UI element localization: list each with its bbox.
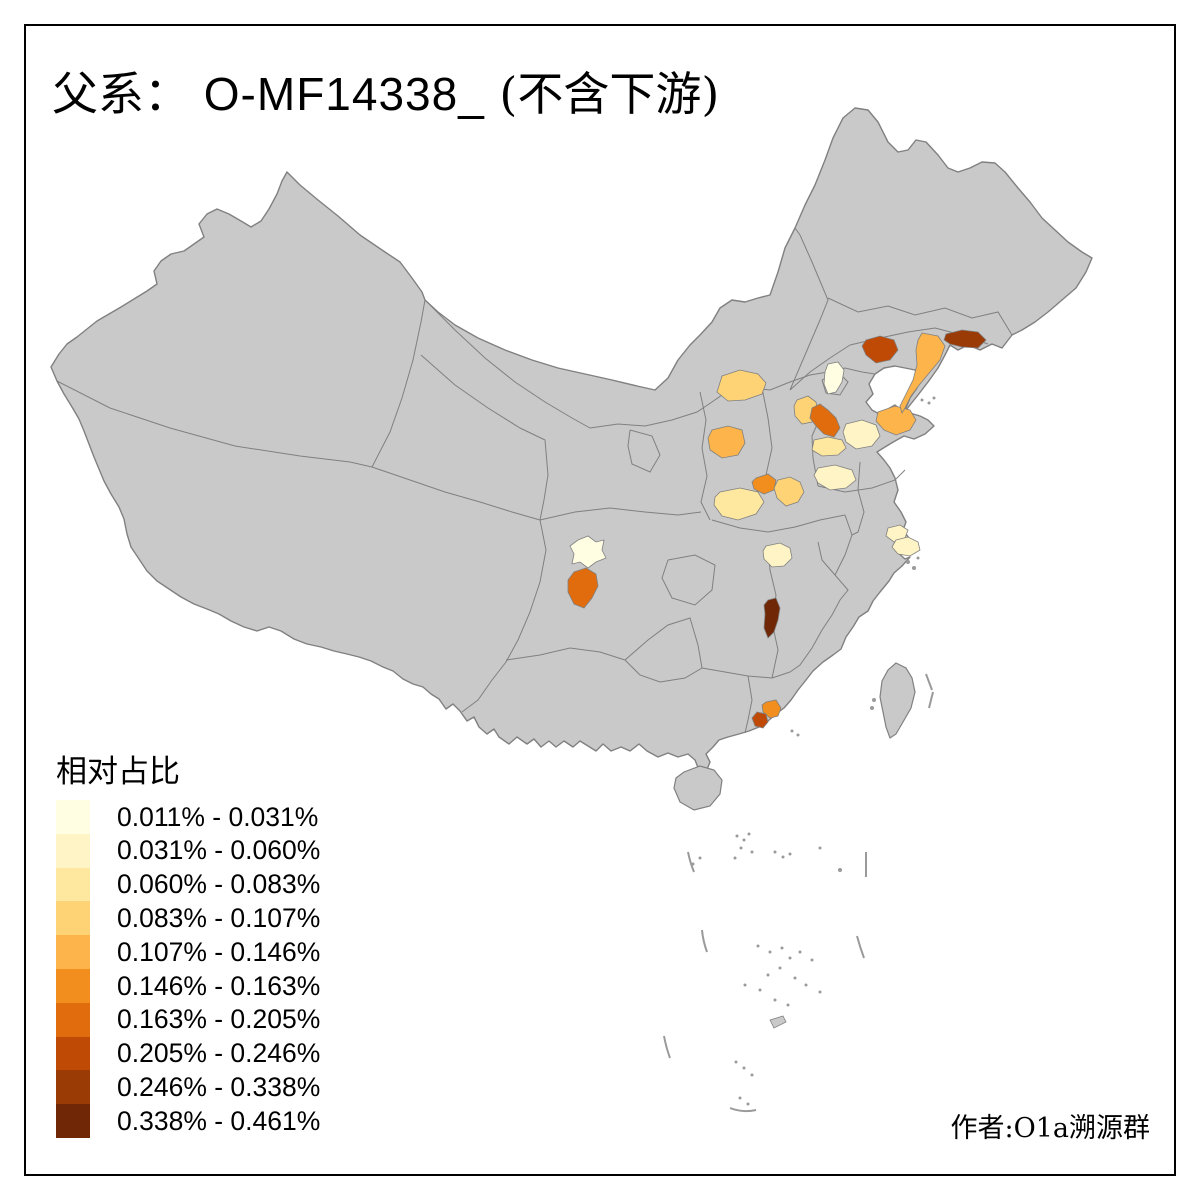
sea-boundary-dashes bbox=[663, 673, 934, 1113]
legend-swatch bbox=[56, 1104, 90, 1138]
legend-swatch bbox=[56, 901, 90, 936]
border-sichuan-north bbox=[539, 507, 702, 521]
border-guizhou bbox=[624, 617, 703, 683]
islands bbox=[673, 662, 916, 1029]
legend-label: 0.246% - 0.338% bbox=[117, 1072, 321, 1103]
border-henan-hubei bbox=[711, 514, 846, 533]
title-suffix: (不含下游) bbox=[484, 67, 720, 121]
title-haplogroup: O-MF14338_ bbox=[190, 68, 485, 120]
legend-row: 0.107% - 0.146% bbox=[56, 935, 320, 969]
legend-row: 0.338% - 0.461% bbox=[56, 1104, 320, 1138]
region-guangdong-jiangmen bbox=[751, 711, 769, 729]
region-henan-sanmenxia bbox=[751, 473, 777, 495]
border-innermongolia-liaoning bbox=[789, 344, 851, 391]
hainan-island bbox=[673, 765, 723, 811]
legend-row: 0.060% - 0.083% bbox=[56, 867, 321, 902]
legend-row: 0.083% - 0.107% bbox=[56, 901, 321, 936]
legend-swatch bbox=[56, 1070, 90, 1105]
legend-row: 0.011% - 0.031% bbox=[56, 800, 320, 834]
region-guangdong-foshan bbox=[761, 699, 782, 719]
legend-swatch bbox=[56, 968, 90, 1003]
border-gansu-north bbox=[424, 299, 591, 429]
legend-row: 0.246% - 0.338% bbox=[56, 1070, 321, 1105]
legend-label: 0.146% - 0.163% bbox=[117, 970, 321, 1001]
legend-label: 0.011% - 0.031% bbox=[117, 801, 319, 832]
legend-label: 0.205% - 0.246% bbox=[117, 1038, 321, 1069]
border-anhui-jiangsu bbox=[834, 461, 865, 576]
region-henan-zhengzhou-kaifeng bbox=[813, 464, 857, 491]
legend-row: 0.205% - 0.246% bbox=[56, 1036, 321, 1071]
attribution-text: 作者:O1a溯源群 bbox=[950, 1113, 1150, 1144]
border-tibet-east bbox=[461, 519, 547, 713]
legend-label: 0.107% - 0.146% bbox=[117, 936, 321, 967]
border-innermongolia-northeast bbox=[789, 227, 829, 391]
region-liaoning-west bbox=[861, 335, 899, 364]
region-shanxi-lvliang bbox=[707, 425, 746, 459]
region-hebei-dezhou-band bbox=[811, 436, 847, 457]
region-hubei-south bbox=[762, 542, 793, 568]
border-chongqing bbox=[661, 554, 716, 606]
legend-label: 0.163% - 0.205% bbox=[117, 1004, 321, 1035]
border-gansu-south bbox=[420, 354, 549, 521]
legend-swatch bbox=[56, 1036, 90, 1071]
border-yunnan-north bbox=[505, 647, 626, 661]
legend: 0.011% - 0.031% 0.031% - 0.060% 0.060% - 0… bbox=[56, 800, 320, 1138]
taiwan-island bbox=[879, 662, 916, 739]
legend-row: 0.163% - 0.205% bbox=[56, 1002, 321, 1037]
highlighted-prefectures bbox=[567, 329, 987, 729]
region-henan-luoyang bbox=[773, 476, 805, 507]
mainland-china-outline bbox=[50, 107, 1093, 773]
legend-row: 0.031% - 0.060% bbox=[56, 833, 321, 868]
border-xinjiang-south bbox=[56, 380, 373, 468]
region-shandong-jinan bbox=[842, 419, 881, 450]
region-henan-nanyang bbox=[713, 487, 765, 521]
region-beijing-area bbox=[823, 361, 845, 395]
border-shaanxi-shanxi bbox=[699, 391, 711, 521]
legend-swatch bbox=[56, 1002, 90, 1037]
title-prefix: 父系： bbox=[52, 67, 190, 121]
legend-row: 0.146% - 0.163% bbox=[56, 968, 321, 1003]
legend-label: 0.338% - 0.461% bbox=[117, 1105, 321, 1136]
border-xinjiang-east bbox=[371, 299, 426, 468]
legend-swatch bbox=[56, 800, 90, 834]
region-shanxi-xinzhou bbox=[716, 369, 767, 402]
region-hunan-jiangxi-border bbox=[763, 597, 781, 639]
small-islands-and-sea-dashes bbox=[663, 396, 936, 1113]
legend-swatch bbox=[56, 833, 90, 868]
border-ningxia bbox=[627, 429, 661, 473]
border-guangxi-guangdong bbox=[701, 667, 791, 734]
spratly-islet bbox=[769, 1015, 787, 1029]
region-liaoning-central-dalian bbox=[899, 332, 946, 414]
region-sichuan-chengdu bbox=[569, 535, 607, 569]
legend-title: 相对占比 bbox=[56, 754, 180, 790]
legend-swatch bbox=[56, 867, 90, 902]
border-tibet-north bbox=[371, 466, 541, 521]
region-liaoning-east bbox=[943, 329, 987, 349]
border-heilongjiang-jilin bbox=[827, 297, 1013, 336]
page-title: 父系： O-MF14338_ (不含下游) bbox=[52, 58, 719, 124]
region-sichuan-leshan bbox=[567, 567, 599, 609]
legend-label: 0.083% - 0.107% bbox=[117, 903, 321, 934]
legend-label: 0.031% - 0.060% bbox=[117, 835, 321, 866]
region-hebei-shijiazhuang-hengshui bbox=[809, 403, 841, 438]
legend-label: 0.060% - 0.083% bbox=[117, 869, 321, 900]
region-shanghai bbox=[891, 536, 921, 557]
border-fujian bbox=[789, 541, 849, 673]
legend-swatch bbox=[56, 935, 90, 969]
